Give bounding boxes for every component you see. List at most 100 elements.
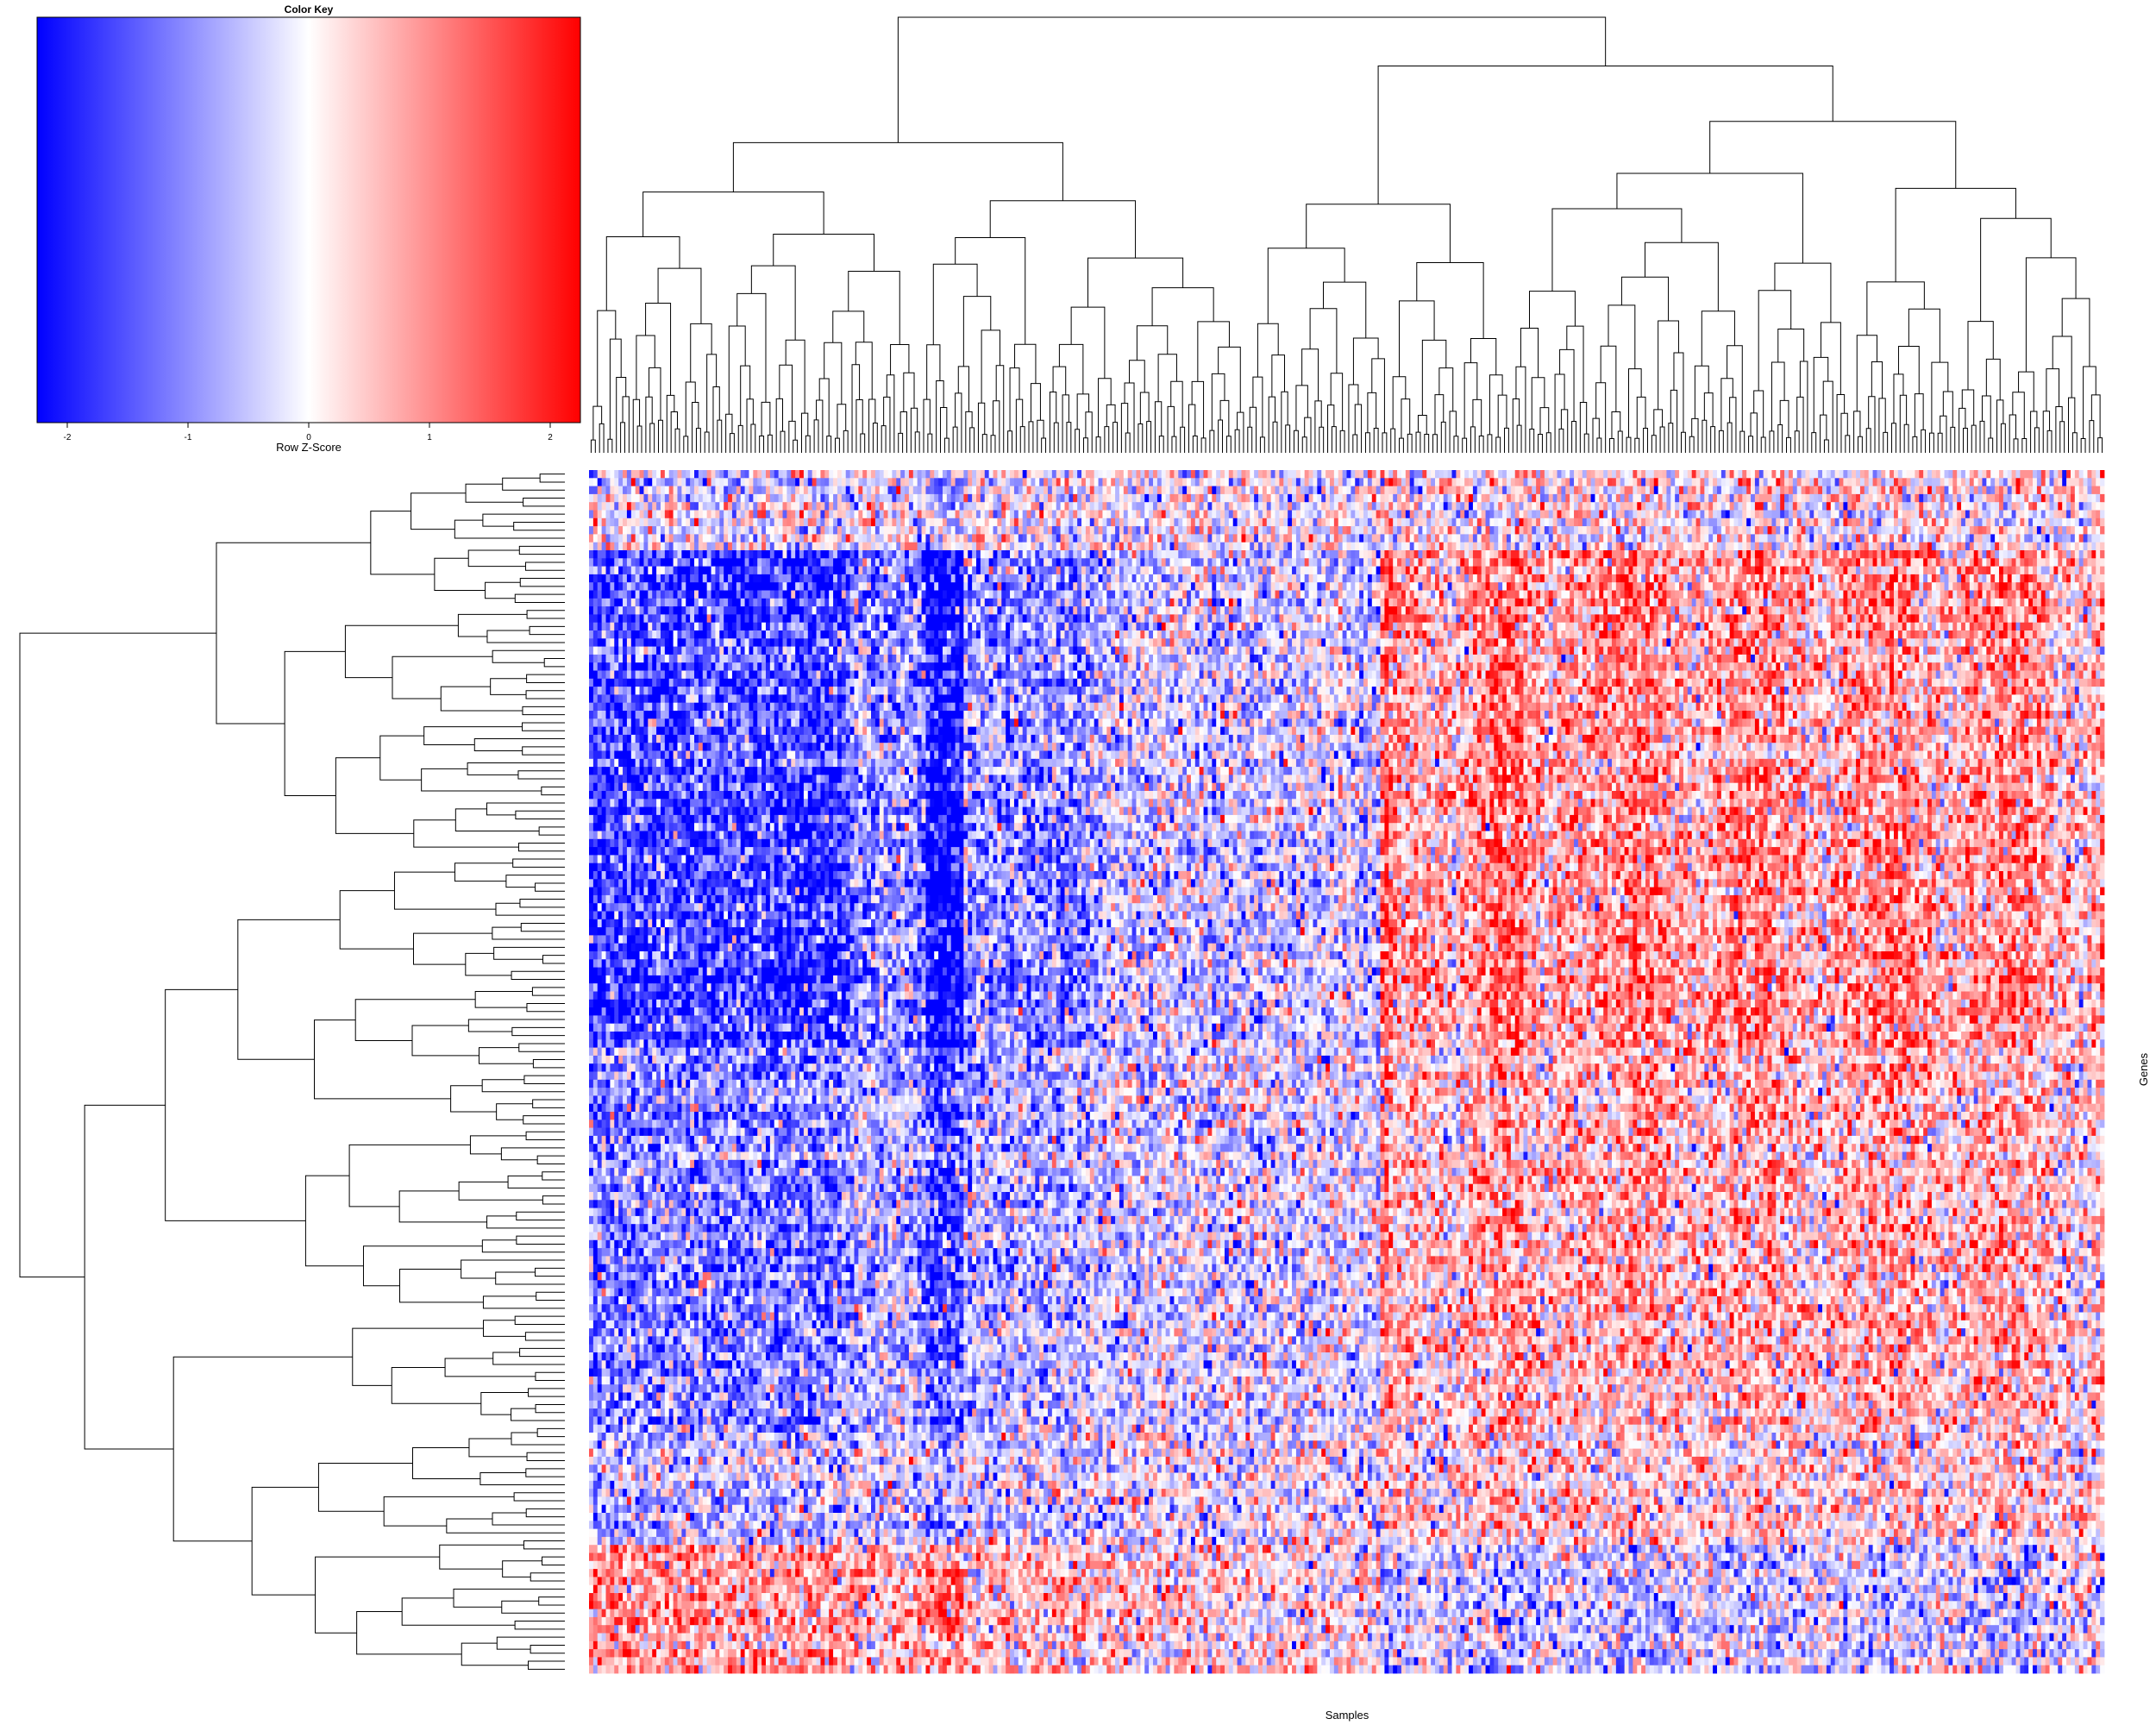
heatmap-cell [867, 486, 872, 495]
heatmap-cell [1758, 486, 1764, 495]
heatmap-cell [1355, 502, 1360, 511]
heatmap-cell [1447, 486, 1452, 495]
heatmap-cell [1792, 542, 1798, 551]
heatmap-cell [1085, 566, 1091, 575]
dendrogram-branch [1225, 436, 1232, 453]
heatmap-cell [874, 486, 881, 495]
heatmap-cell [1371, 493, 1377, 503]
heatmap-cell [1784, 502, 1789, 511]
heatmap-cell [1910, 558, 1915, 567]
heatmap-cell [1152, 558, 1158, 567]
heatmap-cell [1708, 486, 1714, 495]
heatmap-cell [1611, 486, 1617, 495]
heatmap-cell [1527, 470, 1532, 479]
heatmap-cell [1843, 502, 1848, 511]
heatmap-cell [1990, 534, 1996, 543]
heatmap-cell [744, 470, 749, 479]
heatmap-cell [1031, 542, 1036, 551]
heatmap-cell [749, 470, 754, 479]
heatmap-cell [1902, 558, 1908, 567]
heatmap-cell [1725, 518, 1731, 527]
heatmap-cell [1371, 526, 1377, 535]
heatmap-cell [1615, 542, 1621, 551]
heatmap-cell [1729, 550, 1734, 559]
heatmap-cell [1700, 478, 1705, 486]
heatmap-cell [1830, 470, 1836, 479]
heatmap-cell [1207, 493, 1213, 503]
heatmap-cell [1708, 502, 1714, 511]
heatmap-cell [778, 493, 783, 503]
heatmap-cell [1237, 510, 1242, 519]
dendrogram-branch [525, 1508, 565, 1518]
heatmap-cell [1868, 493, 1873, 503]
heatmap-cell [2033, 493, 2038, 503]
heatmap-cell [1018, 493, 1024, 503]
heatmap-cell [1089, 534, 1095, 543]
heatmap-cell [1548, 534, 1554, 543]
heatmap-cell [2100, 550, 2105, 559]
heatmap-cell [824, 558, 834, 567]
heatmap-cell [1346, 478, 1351, 486]
heatmap-cell [1283, 534, 1288, 543]
heatmap-cell [1935, 486, 1941, 495]
dendrogram-branch [706, 354, 718, 433]
heatmap-cell [1746, 542, 1752, 551]
heatmap-cell [1140, 510, 1145, 519]
heatmap-cell [605, 534, 611, 543]
heatmap-cell [1662, 478, 1667, 486]
heatmap-cell [791, 493, 796, 503]
heatmap-cell [1776, 478, 1781, 486]
heatmap-cell [1127, 526, 1132, 535]
heatmap-cell [2074, 502, 2080, 511]
heatmap-cell [1275, 558, 1280, 567]
heatmap-cell [2020, 493, 2025, 503]
heatmap-cell [652, 510, 657, 519]
heatmap-cell [1645, 534, 1651, 543]
heatmap-cell [1708, 493, 1714, 503]
dendrogram-branch [645, 396, 653, 453]
heatmap-cell [1544, 502, 1550, 511]
heatmap-cell [769, 486, 775, 495]
heatmap-cell [980, 470, 986, 479]
heatmap-cell [2066, 542, 2071, 551]
heatmap-cell [1780, 566, 1785, 575]
heatmap-cell [1338, 486, 1344, 495]
heatmap-cell [1919, 493, 1924, 503]
heatmap-cell [1476, 493, 1482, 503]
heatmap-cell [769, 550, 775, 559]
heatmap-cell [1986, 486, 1991, 495]
heatmap-cell [774, 534, 780, 543]
heatmap-cell [1409, 542, 1414, 551]
heatmap-cell [1653, 534, 1659, 543]
dendrogram-branch [1319, 426, 1325, 453]
heatmap-cell [1843, 493, 1848, 503]
heatmap-cell [1485, 534, 1490, 543]
heatmap-cell [1540, 470, 1545, 479]
heatmap-cell [1494, 566, 1499, 575]
dendrogram-branch [1167, 405, 1175, 453]
heatmap-cell [1843, 542, 1848, 551]
heatmap-cell [1540, 502, 1545, 511]
heatmap-cell [1792, 486, 1798, 495]
heatmap-cell [2083, 542, 2088, 551]
heatmap-cell [1456, 526, 1461, 535]
heatmap-cell [1115, 542, 1120, 551]
heatmap-cell [1532, 510, 1537, 519]
dendrogram-branch [1470, 337, 1497, 375]
heatmap-cell [2033, 486, 2038, 495]
heatmap-cell [1565, 470, 1570, 479]
heatmap-cell [1675, 518, 1680, 527]
heatmap-cell [1910, 526, 1915, 535]
heatmap-cell [2049, 550, 2054, 559]
heatmap-cell [841, 510, 847, 519]
heatmap-cell [1809, 478, 1814, 486]
heatmap-cell [1603, 486, 1608, 495]
heatmap-cell [1077, 518, 1082, 527]
heatmap-cell [1498, 478, 1503, 486]
heatmap-cell [1523, 534, 1528, 543]
heatmap-cell [677, 542, 682, 551]
heatmap-cell [1788, 493, 1794, 503]
heatmap-cell [1897, 470, 1903, 479]
heatmap-cell [1944, 510, 1949, 519]
heatmap-cell [1603, 478, 1608, 486]
